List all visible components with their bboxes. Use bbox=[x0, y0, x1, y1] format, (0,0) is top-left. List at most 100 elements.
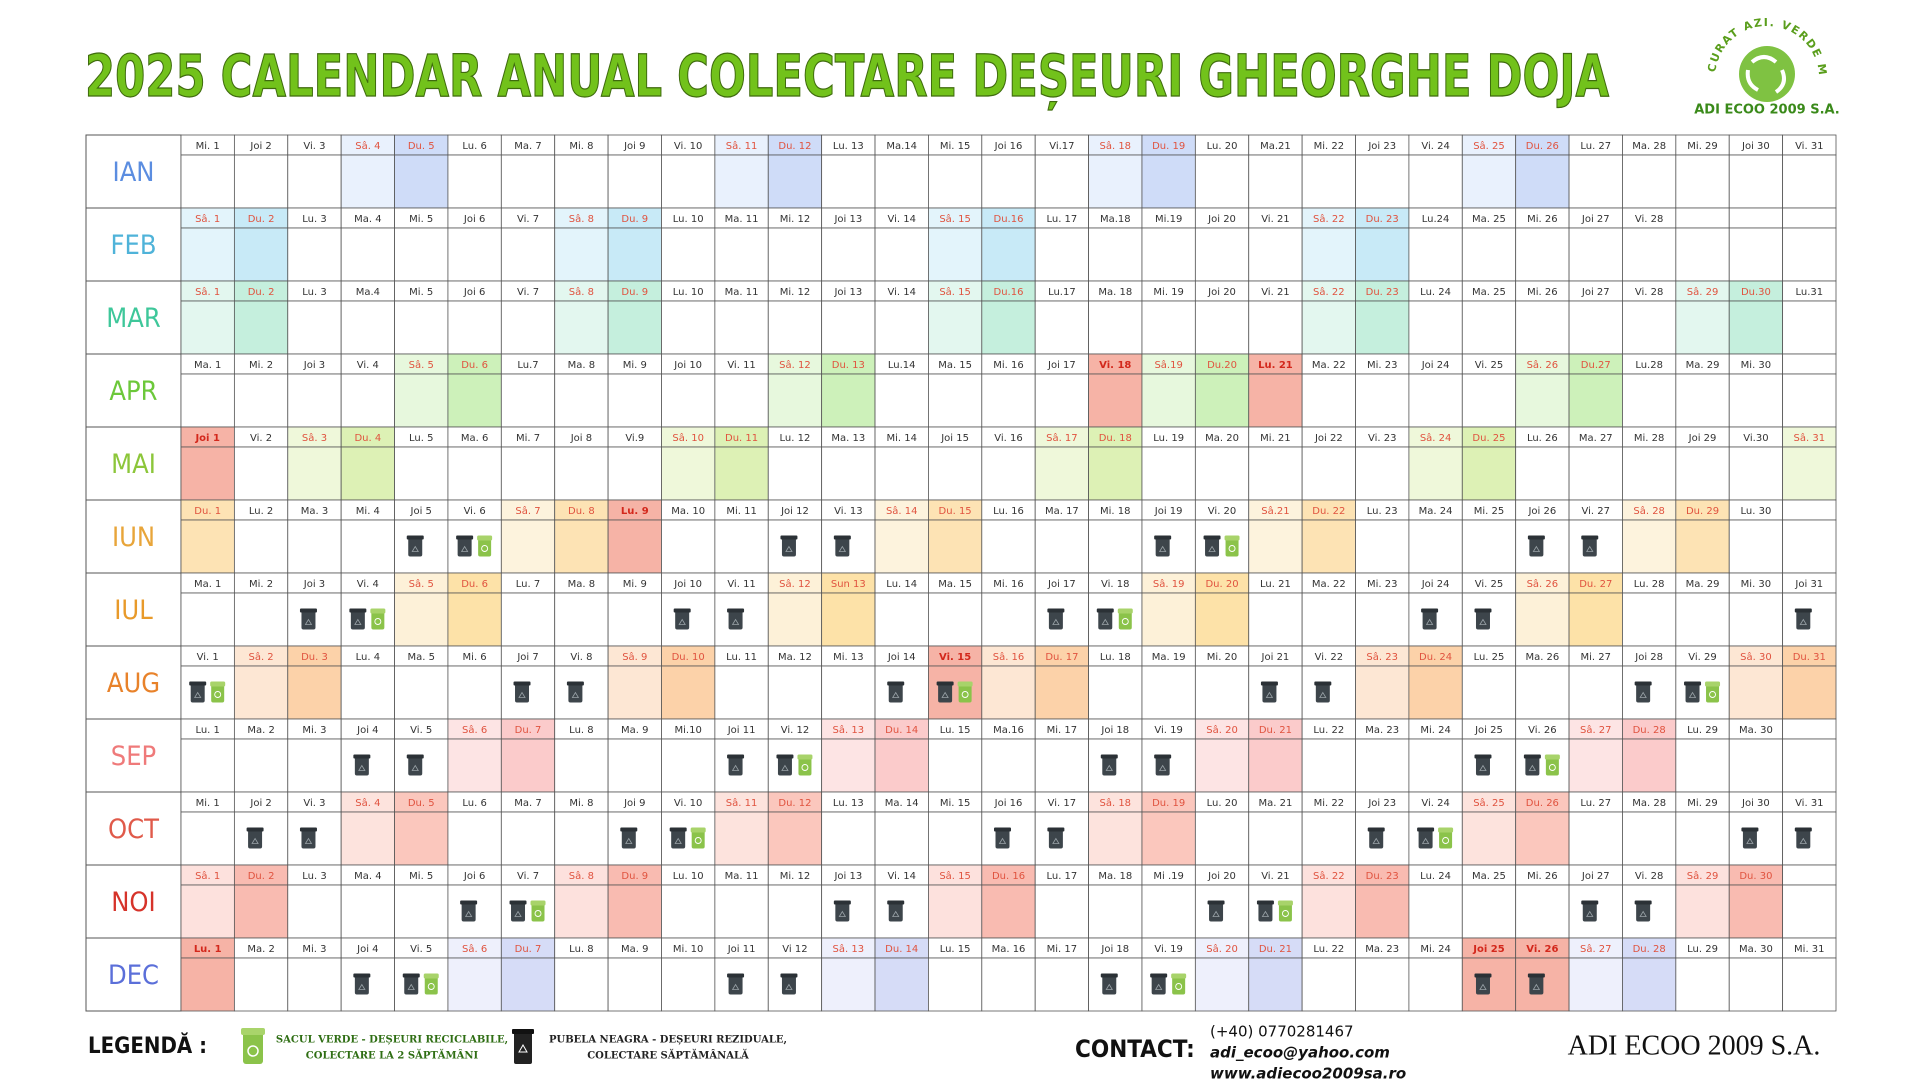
day-cell bbox=[1622, 957, 1677, 1012]
day-cell bbox=[661, 300, 716, 355]
bin-lid bbox=[1260, 681, 1278, 686]
bin-symbol bbox=[1479, 983, 1487, 990]
day-cell bbox=[661, 373, 716, 428]
day-label: Vi. 3 bbox=[303, 141, 325, 152]
day-label: Ma. 23 bbox=[1365, 725, 1399, 736]
day-cell bbox=[1622, 300, 1677, 355]
day-label: Sâ. 18 bbox=[1099, 797, 1131, 809]
bin-lid bbox=[1100, 754, 1118, 759]
day-cell bbox=[1301, 592, 1356, 647]
day-cell bbox=[1248, 592, 1303, 647]
day-label: Mi. 5 bbox=[409, 214, 433, 225]
day-label: Vi. 21 bbox=[1261, 214, 1289, 225]
bin-lid bbox=[1741, 827, 1759, 832]
day-cell bbox=[607, 154, 662, 209]
day-cell bbox=[500, 592, 556, 647]
day-label: Joi 12 bbox=[780, 506, 809, 517]
day-cell bbox=[821, 373, 876, 428]
day-label: Ma. 13 bbox=[831, 433, 865, 444]
day-cell bbox=[1248, 227, 1303, 282]
day-label: Mi. 12 bbox=[780, 871, 811, 882]
bin-symbol bbox=[1639, 691, 1647, 698]
bag-body bbox=[478, 537, 492, 557]
day-cell bbox=[767, 227, 823, 282]
day-cell bbox=[607, 227, 662, 282]
bin-symbol bbox=[1639, 910, 1647, 917]
bag-top bbox=[1117, 608, 1133, 614]
day-cell bbox=[874, 957, 929, 1012]
day-label: Lu. 10 bbox=[673, 871, 704, 882]
day-cell bbox=[287, 519, 342, 574]
day-label: Lu. 29 bbox=[1687, 944, 1718, 955]
day-label: Du. 21 bbox=[1259, 944, 1292, 955]
day-label: Vi. 2 bbox=[250, 433, 272, 444]
logo-name: ADI ECOO 2009 S.A. bbox=[1694, 103, 1840, 118]
day-cell bbox=[1675, 592, 1730, 647]
bag-body bbox=[691, 829, 705, 849]
day-label: Vi. 23 bbox=[1368, 433, 1396, 444]
day-label: Ma. 10 bbox=[671, 506, 705, 517]
bin-lid bbox=[1047, 827, 1065, 832]
day-label: Sâ. 18 bbox=[1099, 140, 1131, 152]
day-cell bbox=[821, 665, 876, 720]
day-label: Mi. 26 bbox=[1527, 871, 1558, 882]
bin-lid bbox=[353, 973, 371, 978]
day-cell bbox=[554, 738, 609, 793]
bag-body bbox=[1706, 683, 1720, 703]
day-label: Joi 10 bbox=[673, 579, 702, 590]
day-cell bbox=[500, 957, 556, 1012]
day-label: Joi 29 bbox=[1688, 433, 1717, 444]
day-cell bbox=[1728, 957, 1784, 1012]
day-cell bbox=[233, 154, 289, 209]
day-label: Joi 9 bbox=[623, 798, 645, 809]
day-cell bbox=[1568, 665, 1623, 720]
day-label: Sun 13 bbox=[831, 579, 866, 590]
day-label: Du. 10 bbox=[672, 652, 705, 663]
day-label: Sâ. 25 bbox=[1473, 797, 1505, 809]
day-cell bbox=[447, 665, 502, 720]
day-cell bbox=[233, 665, 289, 720]
day-cell bbox=[1568, 227, 1623, 282]
day-label: Mi. 25 bbox=[1474, 506, 1505, 517]
bin-symbol bbox=[941, 691, 949, 698]
day-cell bbox=[1568, 154, 1623, 209]
day-cell bbox=[1355, 446, 1410, 501]
day-label: Joi 11 bbox=[727, 725, 756, 736]
day-cell bbox=[928, 592, 983, 647]
day-label: Mi.10 bbox=[675, 725, 702, 736]
green-bag bbox=[477, 535, 493, 557]
day-cell bbox=[1408, 665, 1463, 720]
day-label: Mi. 23 bbox=[1367, 579, 1398, 590]
day-label: Vi. 26 bbox=[1528, 725, 1556, 736]
day-label: Sâ. 22 bbox=[1313, 870, 1345, 882]
day-label: Lu. 1 bbox=[194, 944, 222, 955]
black-bin bbox=[1421, 608, 1439, 630]
day-label: Lu. 18 bbox=[1100, 652, 1131, 663]
day-cell bbox=[874, 446, 929, 501]
black-bin bbox=[1367, 827, 1385, 849]
day-cell bbox=[287, 300, 342, 355]
bin-symbol bbox=[514, 910, 522, 917]
day-label: Lu.17 bbox=[1048, 287, 1076, 298]
month-cell bbox=[85, 572, 182, 647]
day-cell bbox=[554, 300, 609, 355]
day-cell bbox=[233, 884, 289, 939]
day-label: Mi .19 bbox=[1153, 871, 1184, 882]
day-header-cell bbox=[1782, 207, 1837, 229]
day-cell bbox=[340, 592, 395, 647]
day-label: Mi. 30 bbox=[1741, 360, 1772, 371]
day-cell bbox=[1034, 665, 1089, 720]
day-label: Lu. 27 bbox=[1580, 141, 1611, 152]
day-label: Joi 19 bbox=[1154, 506, 1183, 517]
bag-top bbox=[423, 973, 439, 979]
day-cell bbox=[1408, 300, 1463, 355]
day-cell bbox=[1355, 884, 1410, 939]
day-cell bbox=[1088, 154, 1143, 209]
black-bin bbox=[833, 535, 851, 557]
day-cell bbox=[1034, 884, 1089, 939]
day-cell bbox=[447, 446, 502, 501]
black-bin bbox=[189, 681, 207, 703]
day-label: Lu. 26 bbox=[1527, 433, 1558, 444]
day-label: Vi. 16 bbox=[994, 433, 1022, 444]
day-label: Sâ. 8 bbox=[569, 286, 594, 298]
